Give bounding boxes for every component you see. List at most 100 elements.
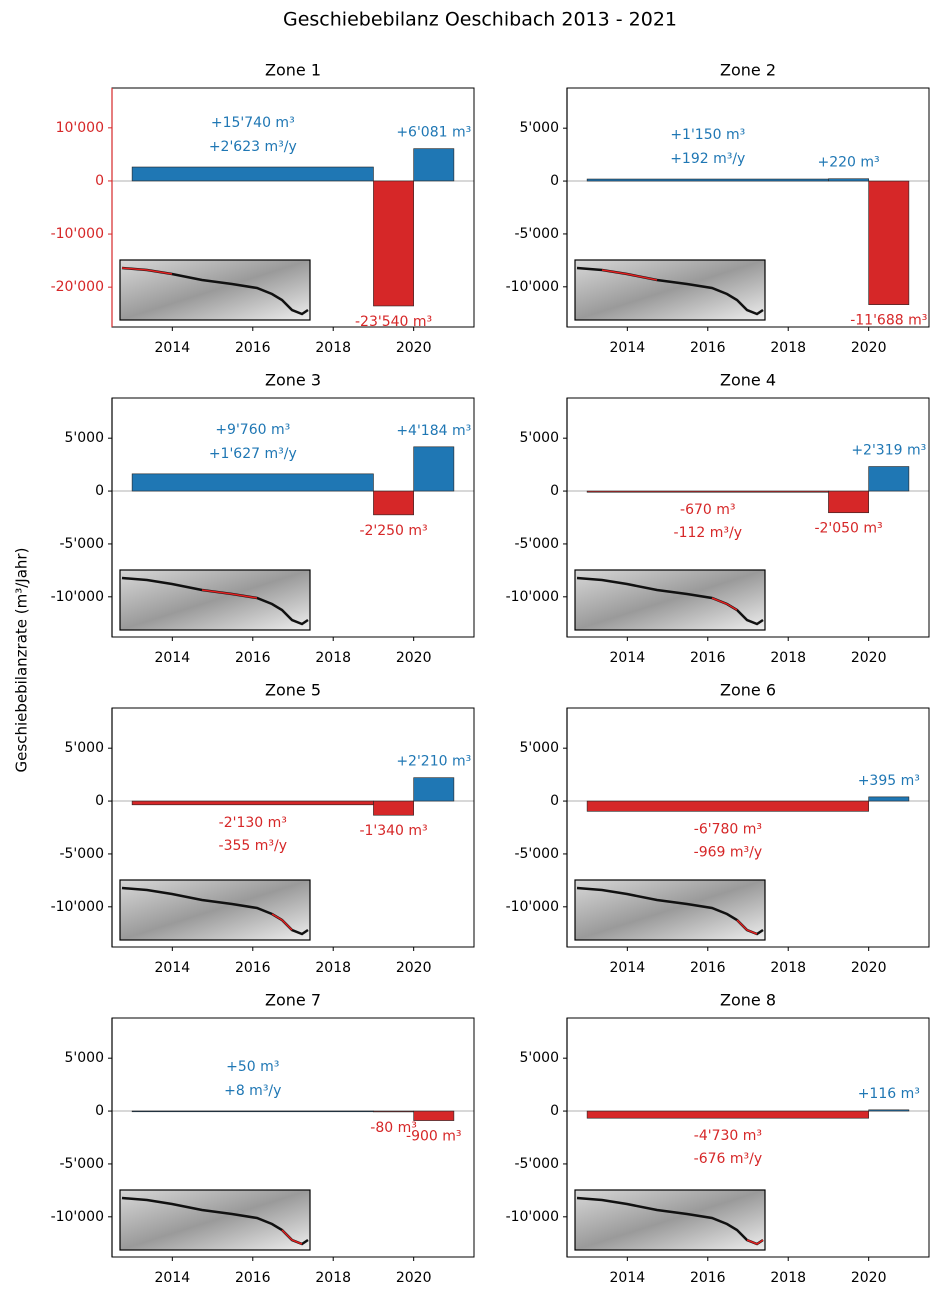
value-label: +2'210 m³	[396, 754, 471, 770]
bar	[587, 179, 828, 181]
y-tick-label: -5'000	[514, 846, 559, 862]
y-tick-label: 0	[95, 173, 104, 189]
bar	[869, 1110, 909, 1111]
figure-title: Geschiebebilanz Oeschibach 2013 - 2021	[283, 9, 677, 31]
x-tick-label: 2016	[235, 340, 271, 356]
figure: Geschiebebilanz Oeschibach 2013 - 2021 G…	[0, 0, 930, 1290]
y-tick-label: 10'000	[56, 120, 104, 136]
bar	[414, 149, 454, 181]
y-tick-label: 0	[550, 793, 559, 809]
y-tick-label: 5'000	[65, 740, 104, 756]
subplot-title: Zone 7	[265, 991, 321, 1010]
x-tick-label: 2020	[396, 650, 432, 666]
value-label: +2'319 m³	[851, 443, 926, 459]
bar	[869, 181, 909, 305]
subplot-title: Zone 2	[720, 61, 776, 80]
x-tick-label: 2020	[396, 340, 432, 356]
y-tick-label: -10'000	[51, 589, 104, 605]
y-tick-label: -10'000	[506, 589, 559, 605]
y-tick-label: -10'000	[51, 899, 104, 915]
subplot-title: Zone 8	[720, 991, 776, 1010]
x-tick-label: 2018	[770, 1270, 806, 1286]
value-label: +4'184 m³	[396, 423, 471, 439]
value-label: -23'540 m³	[355, 314, 432, 330]
y-tick-label: -5'000	[514, 1156, 559, 1172]
bar	[132, 167, 373, 181]
total-label: -4'730 m³	[694, 1128, 762, 1144]
subplot-title: Zone 6	[720, 681, 776, 700]
total-label: -6'780 m³	[694, 821, 762, 837]
x-tick-label: 2014	[155, 960, 191, 976]
x-tick-label: 2018	[315, 1270, 351, 1286]
value-label: +6'081 m³	[396, 125, 471, 141]
subplot-title: Zone 4	[720, 371, 776, 390]
y-tick-label: 5'000	[520, 740, 559, 756]
value-label: -969 m³/y	[694, 844, 762, 860]
bar	[132, 1111, 373, 1112]
bar	[828, 491, 868, 513]
x-tick-label: 2020	[851, 1270, 887, 1286]
bar	[587, 801, 869, 811]
total-label: -2'130 m³	[219, 815, 287, 831]
x-tick-label: 2020	[396, 1270, 432, 1286]
y-tick-label: 0	[95, 483, 104, 499]
x-tick-label: 2014	[610, 340, 646, 356]
value-label: -900 m³	[406, 1129, 461, 1145]
y-tick-label: 5'000	[520, 1050, 559, 1066]
y-tick-label: 0	[95, 1103, 104, 1119]
y-tick-label: -10'000	[506, 279, 559, 295]
y-tick-label: -10'000	[51, 226, 104, 242]
x-tick-label: 2014	[155, 650, 191, 666]
y-tick-label: -5'000	[59, 1156, 104, 1172]
x-tick-label: 2016	[690, 1270, 726, 1286]
x-tick-label: 2016	[690, 340, 726, 356]
y-tick-label: -5'000	[514, 226, 559, 242]
x-tick-label: 2014	[155, 340, 191, 356]
bar	[414, 1111, 454, 1121]
x-tick-label: 2018	[315, 960, 351, 976]
bar	[132, 801, 373, 805]
y-tick-label: 5'000	[520, 430, 559, 446]
total-label: +15'740 m³	[211, 115, 295, 131]
y-tick-label: -20'000	[51, 279, 104, 295]
x-tick-label: 2016	[235, 960, 271, 976]
page: Geschiebebilanz Oeschibach 2013 - 2021 G…	[0, 0, 931, 1290]
value-label: +1'627 m³/y	[209, 446, 297, 462]
x-tick-label: 2014	[610, 650, 646, 666]
x-tick-label: 2020	[396, 960, 432, 976]
x-tick-label: 2020	[851, 960, 887, 976]
bar	[414, 778, 454, 801]
x-tick-label: 2018	[315, 340, 351, 356]
bar	[869, 797, 909, 801]
bar	[373, 491, 413, 515]
y-tick-label: 0	[550, 173, 559, 189]
y-tick-label: -10'000	[51, 1209, 104, 1225]
value-label: -11'688 m³	[850, 313, 927, 329]
x-tick-label: 2014	[155, 1270, 191, 1286]
value-label: +116 m³	[858, 1086, 920, 1102]
y-tick-label: -5'000	[514, 536, 559, 552]
bar	[373, 801, 413, 815]
x-tick-label: 2018	[770, 960, 806, 976]
y-axis-label: Geschiebebilanzrate (m³/Jahr)	[13, 548, 31, 773]
y-tick-label: -10'000	[506, 899, 559, 915]
bar	[373, 1111, 413, 1112]
x-tick-label: 2016	[690, 960, 726, 976]
value-label: +2'623 m³/y	[209, 139, 297, 155]
value-label: -676 m³/y	[694, 1151, 762, 1167]
y-tick-label: -10'000	[506, 1209, 559, 1225]
x-tick-label: 2018	[315, 650, 351, 666]
value-label: -112 m³/y	[674, 525, 742, 541]
bar	[869, 467, 909, 492]
value-label: +220 m³	[817, 155, 879, 171]
subplot-title: Zone 1	[265, 61, 321, 80]
value-label: -355 m³/y	[219, 838, 287, 854]
x-tick-label: 2016	[235, 650, 271, 666]
value-label: -2'250 m³	[359, 523, 427, 539]
y-tick-label: 5'000	[65, 1050, 104, 1066]
total-label: +1'150 m³	[670, 127, 745, 143]
bar	[828, 179, 868, 181]
total-label: -670 m³	[680, 502, 735, 518]
bar	[373, 181, 413, 306]
x-tick-label: 2018	[770, 340, 806, 356]
